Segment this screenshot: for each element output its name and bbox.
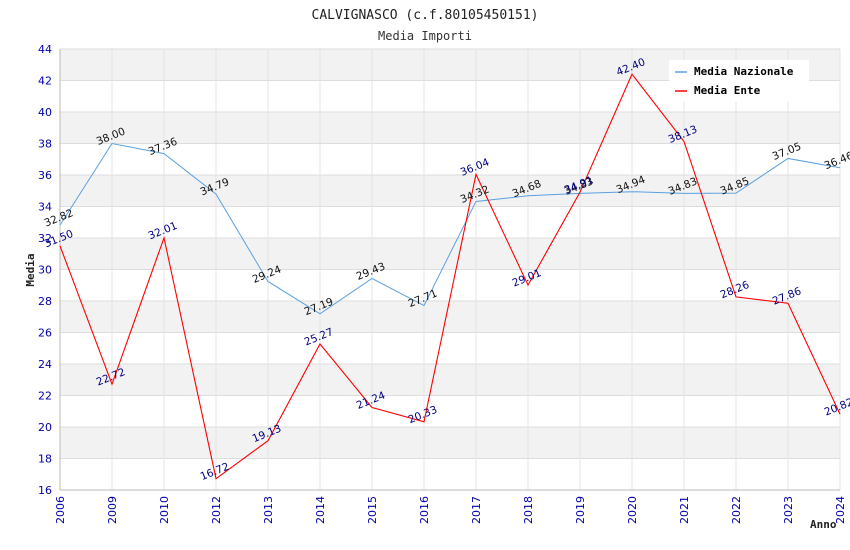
series-lines xyxy=(59,73,841,480)
y-tick-label: 28 xyxy=(38,295,52,308)
grid-band xyxy=(60,427,840,459)
legend: Media Nazionale Media Ente xyxy=(669,60,809,102)
x-tick-label: 2023 xyxy=(782,496,795,524)
chart-subtitle: Media Importi xyxy=(378,29,472,43)
y-axis-label: Media xyxy=(24,253,37,286)
series-line-media-ente xyxy=(59,73,841,480)
y-tick-label: 30 xyxy=(38,264,52,277)
y-axis-ticks: 16 18 20 22 24 26 28 30 32 34 36 38 40 42 44 xyxy=(38,43,52,497)
grid-band xyxy=(60,458,840,490)
x-tick-label: 2014 xyxy=(314,496,327,524)
y-tick-label: 34 xyxy=(38,201,52,214)
x-tick-label: 2012 xyxy=(210,496,223,524)
y-tick-label: 26 xyxy=(38,327,52,340)
x-tick-label: 2017 xyxy=(470,496,483,524)
x-tick-label: 2009 xyxy=(106,496,119,524)
y-tick-label: 20 xyxy=(38,421,52,434)
x-tick-label: 2015 xyxy=(366,496,379,524)
y-tick-label: 36 xyxy=(38,169,52,182)
y-tick-label: 16 xyxy=(38,484,52,497)
grid-band xyxy=(60,395,840,427)
x-tick-label: 2016 xyxy=(418,496,431,524)
x-tick-label: 2022 xyxy=(730,496,743,524)
grid-band xyxy=(60,206,840,238)
grid-band xyxy=(60,364,840,396)
x-tick-label: 2024 xyxy=(834,496,847,524)
chart-title: CALVIGNASCO (c.f.80105450151) xyxy=(312,8,539,23)
x-tick-label: 2019 xyxy=(574,496,587,524)
legend-label-media-ente: Media Ente xyxy=(694,84,761,97)
y-tick-label: 38 xyxy=(38,138,52,151)
y-tick-label: 18 xyxy=(38,453,52,466)
x-axis-label: Anno xyxy=(810,518,837,531)
legend-box xyxy=(669,60,809,102)
grid-lines xyxy=(59,48,841,491)
y-tick-label: 22 xyxy=(38,390,52,403)
y-tick-label: 32 xyxy=(38,232,52,245)
grid-bands xyxy=(60,49,840,490)
x-axis-ticks: 2006 2009 2010 2012 2013 2014 2015 2016 2017 2018… xyxy=(54,496,847,524)
grid-band xyxy=(60,301,840,333)
grid-band xyxy=(60,143,840,175)
legend-label-media-nazionale: Media Nazionale xyxy=(694,65,794,78)
x-tick-label: 2010 xyxy=(158,496,171,524)
x-tick-label: 2021 xyxy=(678,496,691,524)
x-tick-label: 2006 xyxy=(54,496,67,524)
grid-band xyxy=(60,175,840,207)
y-tick-label: 44 xyxy=(38,43,52,56)
y-tick-label: 42 xyxy=(38,75,52,88)
x-tick-label: 2020 xyxy=(626,496,639,524)
grid-band xyxy=(60,112,840,144)
grid-band xyxy=(60,332,840,364)
y-tick-label: 40 xyxy=(38,106,52,119)
series-line-media-nazionale xyxy=(59,142,841,315)
y-tick-label: 24 xyxy=(38,358,52,371)
x-tick-label: 2018 xyxy=(522,496,535,524)
x-tick-label: 2013 xyxy=(262,496,275,524)
